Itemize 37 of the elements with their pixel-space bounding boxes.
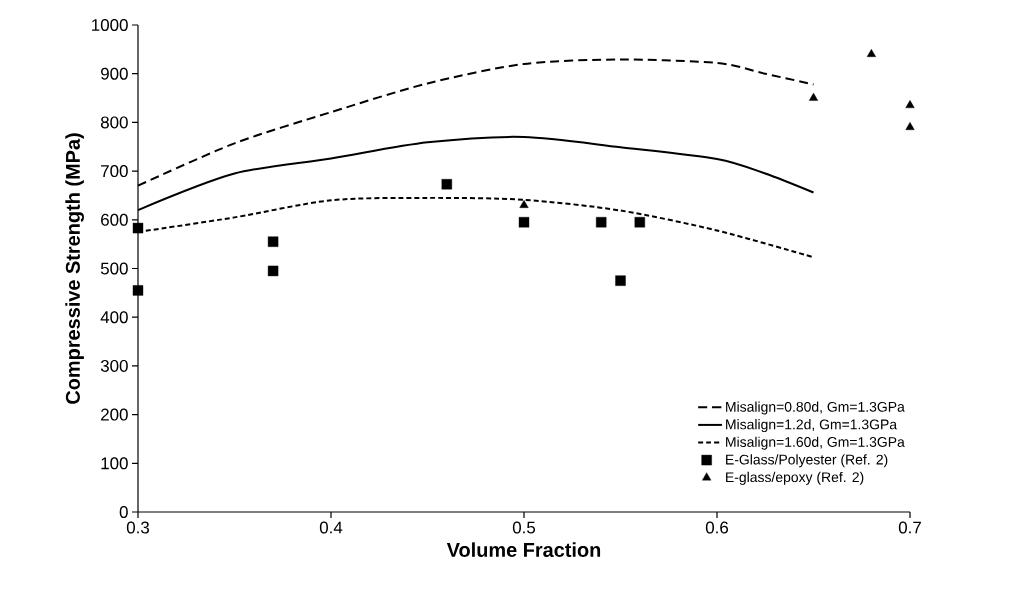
point — [441, 179, 452, 190]
x-tick-label: 0.3 — [126, 521, 150, 534]
x-tick-label: 0.6 — [705, 521, 729, 534]
y-axis-title: Compressive Strength (MPa) — [65, 133, 84, 404]
y-tick-label: 500 — [100, 262, 128, 275]
point — [866, 49, 876, 57]
legend-label: Misalign=1.60d, Gm=1.3GPa — [726, 436, 905, 450]
point — [519, 199, 529, 208]
point — [634, 217, 645, 228]
y-tick-label: 800 — [100, 116, 128, 129]
y-tick-label: 600 — [101, 213, 128, 226]
point — [132, 285, 144, 296]
y-tick-label: 200 — [101, 408, 128, 421]
y-tick-label: 0 — [119, 506, 128, 518]
y-tick-label: 1000 — [92, 19, 128, 31]
point — [905, 100, 915, 109]
legend-label: Misalign=0.80d, Gm=1.3GPa — [726, 401, 905, 415]
y-tick-label: 700 — [101, 165, 128, 178]
point — [905, 122, 915, 130]
point — [267, 265, 279, 277]
x-tick-label: 0.4 — [319, 521, 343, 534]
x-tick-label: 0.5 — [512, 521, 536, 534]
point — [518, 217, 530, 228]
y-tick-label: 400 — [100, 311, 128, 324]
legend-label: E-glass/epoxy (Ref. 2) — [726, 471, 864, 485]
point — [615, 275, 626, 286]
y-tick-label: 900 — [101, 67, 128, 80]
point — [132, 222, 144, 234]
point — [808, 92, 819, 101]
point — [267, 236, 279, 247]
legend-label: Misalign=1.2d, Gm=1.3GPa — [726, 419, 898, 433]
x-axis-title: Volume Fraction — [446, 542, 601, 557]
point — [596, 217, 607, 228]
y-tick-label: 100 — [101, 457, 128, 470]
legend-label: E-Glass/Polyester (Ref. 2) — [726, 454, 888, 468]
x-tick-label: 0.7 — [898, 521, 921, 534]
y-tick-label: 300 — [100, 359, 128, 372]
